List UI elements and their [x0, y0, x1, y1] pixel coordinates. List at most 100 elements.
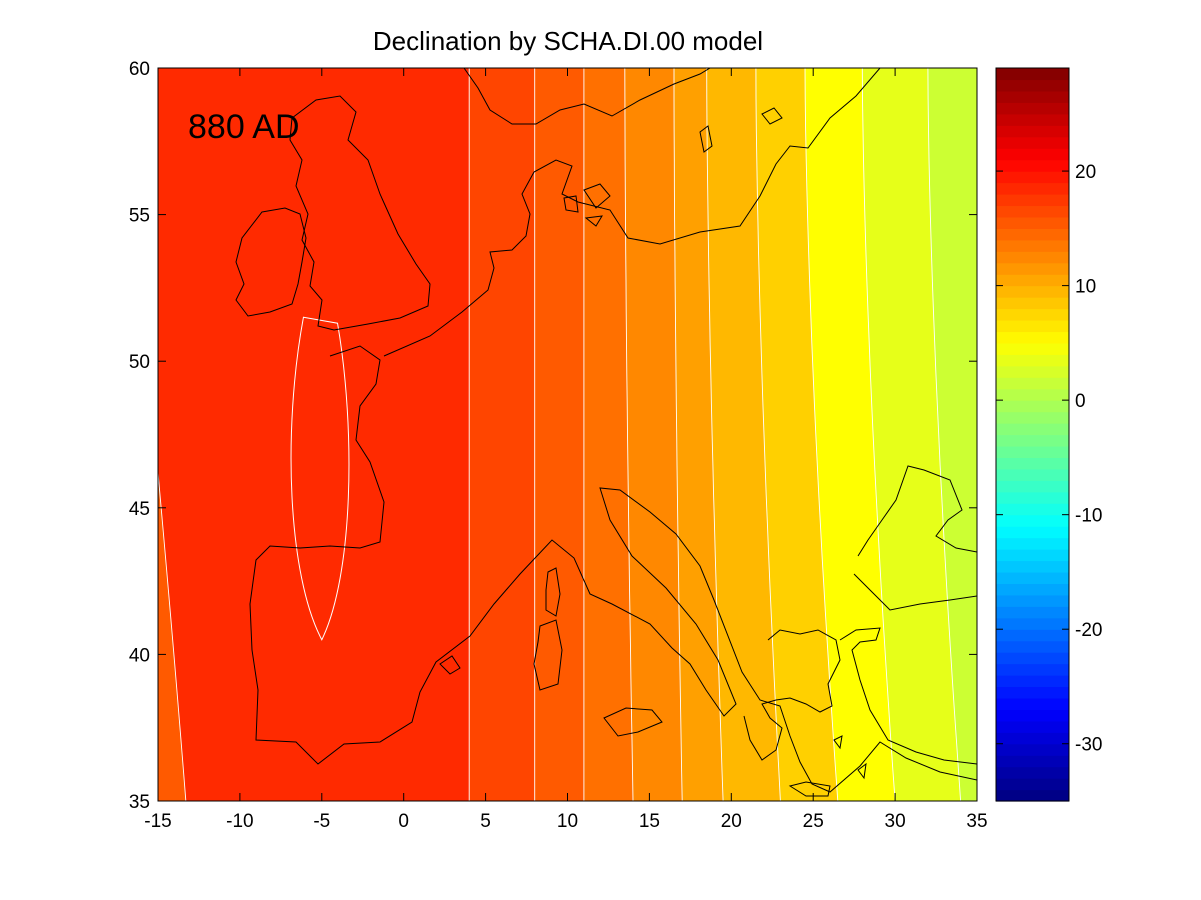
coastline-ireland: [235, 207, 307, 317]
x-tick-label: 5: [480, 811, 491, 832]
colorbar-segment: [996, 560, 1069, 573]
colorbar-segment: [996, 400, 1069, 413]
colorbar-segment: [996, 251, 1069, 264]
contour-line: [624, 68, 634, 801]
coastline-crete: [788, 781, 831, 797]
coastline-corsica: [545, 567, 561, 617]
colorbar-segment: [996, 766, 1069, 779]
colorbar-segment: [996, 216, 1069, 229]
colorbar-segment: [996, 113, 1069, 126]
x-tick-label: 20: [721, 811, 742, 832]
y-tick-label: 40: [129, 645, 150, 666]
contour-band: [469, 68, 535, 801]
contour-line: [861, 68, 896, 801]
coastline-turkey-west: [839, 627, 977, 765]
y-tick-label: 35: [129, 792, 150, 813]
colorbar-segment: [996, 239, 1069, 252]
colorbar-segment: [996, 193, 1069, 207]
contour-band: [706, 68, 781, 801]
coastline-sardinia: [533, 619, 563, 691]
colorbar-segment: [996, 79, 1069, 92]
colorbar-segment: [996, 205, 1069, 218]
colorbar-segment: [996, 365, 1069, 378]
colorbar-tick-label: -10: [1075, 506, 1102, 527]
colorbar-segment: [996, 675, 1069, 688]
colorbar-segment: [996, 709, 1069, 722]
colorbar-segment: [996, 159, 1069, 172]
coastline-continental-europe: [249, 345, 977, 793]
closed-maximum-contour: [290, 316, 350, 641]
x-tick-label: 30: [885, 811, 906, 832]
contour-line: [673, 68, 683, 801]
colorbar-segment: [996, 136, 1069, 149]
colorbar-segment: [996, 297, 1069, 310]
coastline-north-sea-baltic: [383, 68, 881, 357]
colorbar-tick-label: 0: [1075, 391, 1086, 412]
colorbar-segment: [996, 354, 1069, 367]
x-tick-label: -15: [144, 811, 171, 832]
colorbar-segment: [996, 617, 1069, 630]
chart-title: Declination by SCHA.DI.00 model: [372, 26, 764, 56]
contour-band: [583, 68, 633, 801]
coastlines: [235, 68, 977, 797]
contour-band: [862, 68, 961, 801]
contour-line: [158, 472, 187, 801]
colorbar-segment: [996, 308, 1069, 321]
colorbar-segment: [996, 629, 1069, 642]
coastline-greece: [743, 629, 841, 761]
colorbar-segment: [996, 342, 1069, 355]
colorbar-segment: [996, 331, 1069, 344]
colorbar-segment: [996, 228, 1069, 241]
colorbar-segment: [996, 468, 1069, 481]
coastline-gotland: [699, 107, 783, 153]
colorbar-segment: [996, 182, 1069, 195]
y-tick-label: 45: [129, 499, 150, 520]
colorbar: 20 10 0 -10 -20 -30: [995, 67, 1102, 802]
contour-band: [927, 68, 977, 801]
coastline-danish-islands: [563, 183, 611, 227]
contour-band: [674, 68, 724, 801]
colorbar-segment: [996, 594, 1069, 607]
colorbar-segment: [996, 789, 1069, 802]
colorbar-segment: [996, 606, 1069, 619]
colorbar-frame: [995, 67, 1070, 802]
colorbar-segment: [996, 285, 1069, 298]
colorbar-segment: [996, 274, 1069, 287]
colorbar-segment: [996, 457, 1069, 470]
contour-line: [804, 68, 839, 801]
colorbar-segment: [996, 262, 1069, 275]
coastline-scandinavia: [463, 68, 711, 125]
contour-bands: [158, 68, 977, 801]
colorbar-segment: [996, 319, 1069, 333]
colorbar-segment: [996, 697, 1069, 710]
year-annotation: 880 AD: [188, 108, 300, 146]
contour-line: [927, 68, 962, 801]
contour-band: [805, 68, 896, 801]
colorbar-segment: [996, 549, 1069, 562]
colorbar-tick-label: -20: [1075, 620, 1102, 641]
x-tick-label: -10: [226, 811, 253, 832]
colorbar-segment: [996, 377, 1069, 390]
colorbar-segment: [996, 125, 1069, 138]
coastline-sicily: [603, 707, 663, 737]
coastline-aegean-islands: [833, 735, 867, 780]
colorbar-segment: [996, 778, 1069, 791]
colorbar-segment: [996, 720, 1069, 733]
colorbar-segment: [996, 514, 1069, 527]
contour-line: [706, 68, 724, 801]
colorbar-segment: [996, 491, 1069, 504]
colorbar-segment: [996, 686, 1069, 699]
x-tick-label: 0: [398, 811, 409, 832]
colorbar-segment: [996, 526, 1069, 539]
colorbar-segment: [996, 411, 1069, 424]
colorbar-segment: [996, 583, 1069, 596]
colorbar-segment: [996, 503, 1069, 516]
contour-band: [624, 68, 683, 801]
colorbar-segment: [996, 640, 1069, 653]
colorbar-segment: [996, 743, 1069, 756]
colorbar-segment: [996, 663, 1069, 676]
y-tick-label: 60: [129, 59, 150, 80]
colorbar-segment: [996, 480, 1069, 493]
colorbar-segment: [996, 652, 1069, 665]
